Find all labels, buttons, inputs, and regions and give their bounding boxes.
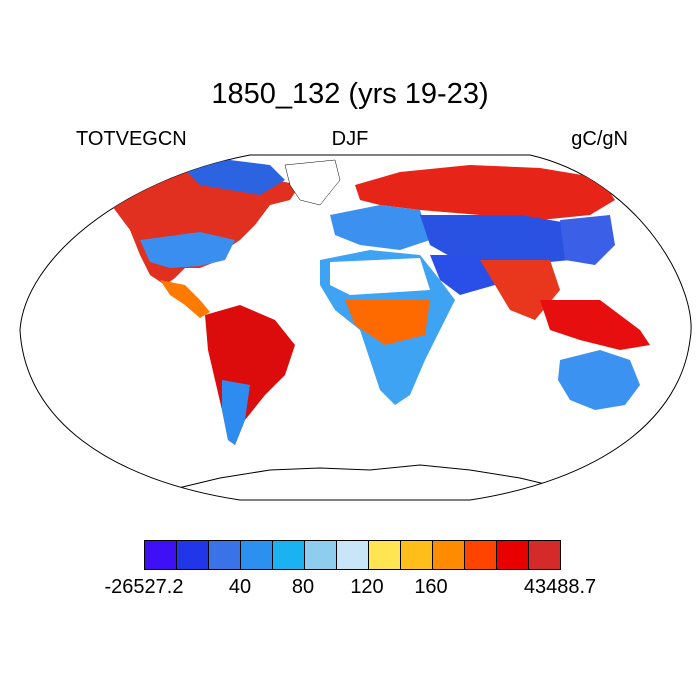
usa-region	[140, 232, 235, 268]
southeast-asia-region	[540, 300, 650, 350]
colorbar-box	[336, 540, 369, 570]
colorbar-label: 80	[291, 576, 315, 598]
colorbar-label: 160	[414, 576, 448, 598]
greenland-region	[284, 159, 341, 206]
middle-east-region	[430, 255, 495, 295]
canada-north-region	[180, 160, 285, 195]
colorbar-box	[432, 540, 465, 570]
units-label: gC/gN	[571, 128, 628, 150]
central-america-region	[160, 280, 210, 318]
central-asia-region	[420, 215, 580, 265]
central-africa-region	[345, 300, 430, 345]
colorbar-label: 43488.7	[523, 576, 597, 598]
sahara-region	[330, 258, 430, 295]
colorbar-box	[272, 540, 305, 570]
colorbar-box	[368, 540, 401, 570]
colorbar-box	[176, 540, 209, 570]
europe-region	[330, 205, 430, 250]
colorbar-label: 120	[350, 576, 384, 598]
colorbar-box	[528, 540, 561, 570]
colorbar-box	[464, 540, 497, 570]
east-asia-region	[560, 215, 615, 265]
colorbar-box	[144, 540, 177, 570]
colorbar-label: -26527.2	[104, 576, 184, 598]
plot-title: 1850_132 (yrs 19-23)	[211, 78, 489, 110]
colorbar-box	[240, 540, 273, 570]
eurasia-north-region	[355, 165, 615, 220]
season-label: DJF	[331, 128, 369, 150]
south-asia-region	[480, 260, 560, 320]
antarctica-coastline	[169, 464, 571, 491]
colorbar-box	[208, 540, 241, 570]
south-america-south-region	[222, 380, 250, 445]
australia-region	[558, 350, 640, 410]
variable-name-label: TOTVEGCN	[76, 128, 187, 150]
colorbar-box	[400, 540, 433, 570]
colorbar-box	[496, 540, 529, 570]
colorbar-label: 40	[228, 576, 252, 598]
colorbar-box	[304, 540, 337, 570]
